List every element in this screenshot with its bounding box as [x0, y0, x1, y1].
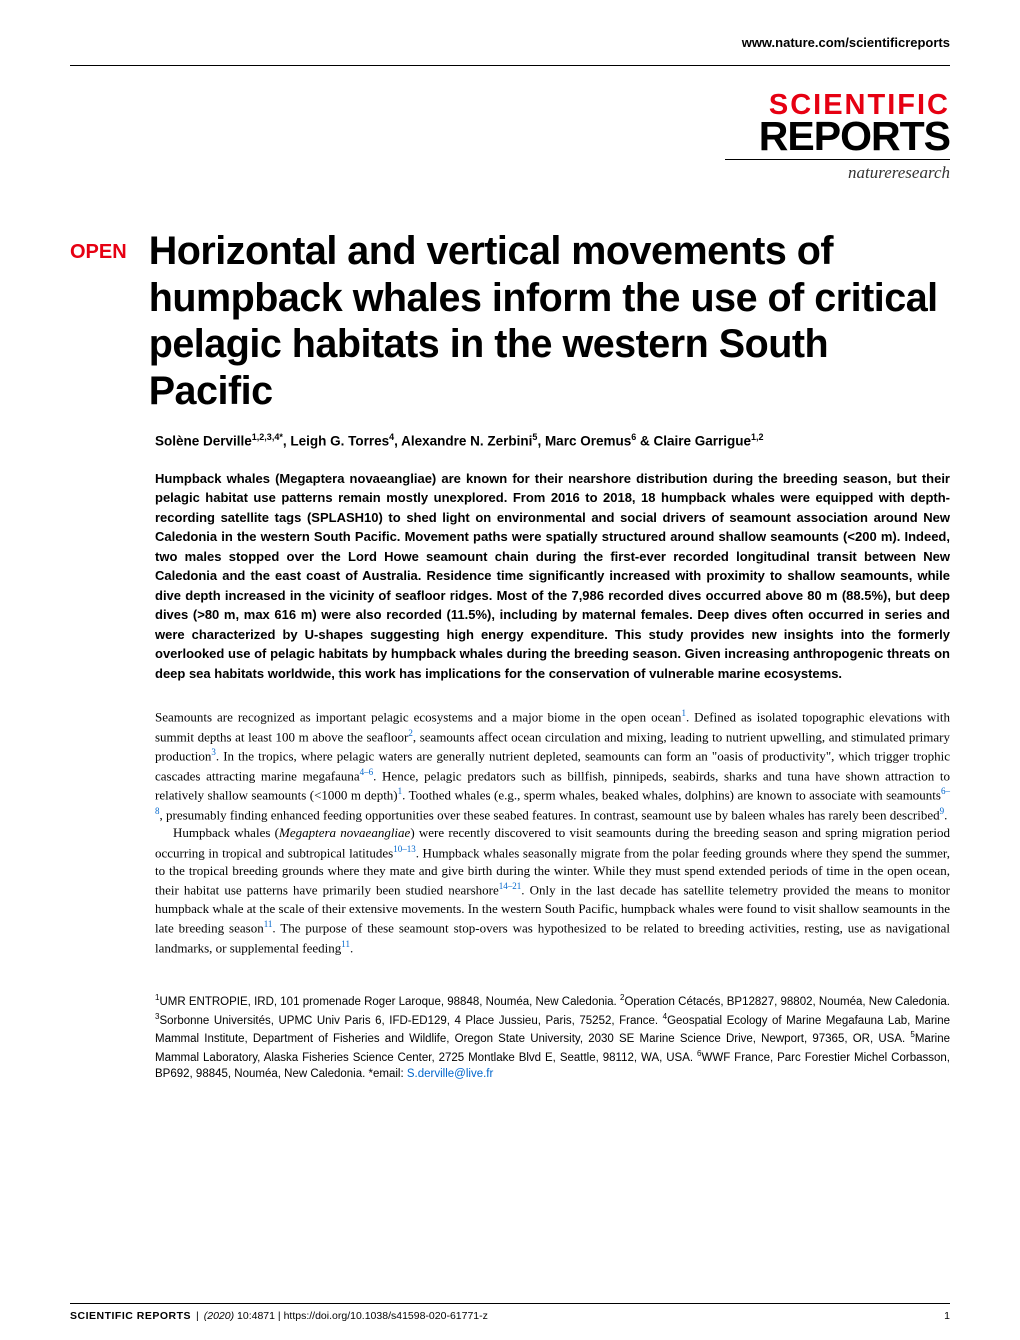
affiliations: 1UMR ENTROPIE, IRD, 101 promenade Roger … — [155, 992, 950, 1083]
footer-separator-1: | — [196, 1310, 199, 1322]
journal-logo-line2: REPORTS — [70, 118, 950, 155]
body-paragraph-2: Humpback whales (Megaptera novaeangliae)… — [155, 824, 950, 957]
top-horizontal-rule — [70, 65, 950, 66]
header-website-link[interactable]: www.nature.com/scientificreports — [70, 35, 950, 50]
body-text: Seamounts are recognized as important pe… — [155, 707, 950, 957]
page-number: 1 — [944, 1310, 950, 1322]
footer: SCIENTIFIC REPORTS | (2020) 10:4871 | ht… — [70, 1303, 950, 1322]
logo-divider — [725, 159, 950, 160]
publisher-name: natureresearch — [70, 163, 950, 183]
body-paragraph-1: Seamounts are recognized as important pe… — [155, 707, 950, 824]
title-block: OPEN Horizontal and vertical movements o… — [70, 228, 950, 414]
footer-citation-num: 10:4871 — [237, 1310, 275, 1322]
abstract: Humpback whales (Megaptera novaeangliae)… — [155, 469, 950, 684]
footer-journal-name: SCIENTIFIC REPORTS — [70, 1310, 191, 1322]
page-container: www.nature.com/scientificreports SCIENTI… — [0, 0, 1020, 1340]
open-access-badge: OPEN — [70, 241, 127, 264]
footer-citation: SCIENTIFIC REPORTS | (2020) 10:4871 | ht… — [70, 1310, 488, 1322]
footer-separator-2: | — [278, 1310, 281, 1322]
footer-meta: (2020) 10:4871 | https://doi.org/10.1038… — [204, 1310, 488, 1322]
footer-doi[interactable]: https://doi.org/10.1038/s41598-020-61771… — [284, 1310, 488, 1322]
footer-year: (2020) — [204, 1310, 234, 1322]
article-title: Horizontal and vertical movements of hum… — [149, 228, 950, 414]
journal-logo-block: SCIENTIFIC REPORTS natureresearch — [70, 91, 950, 183]
authors-list: Solène Derville1,2,3,4*, Leigh G. Torres… — [155, 432, 950, 449]
